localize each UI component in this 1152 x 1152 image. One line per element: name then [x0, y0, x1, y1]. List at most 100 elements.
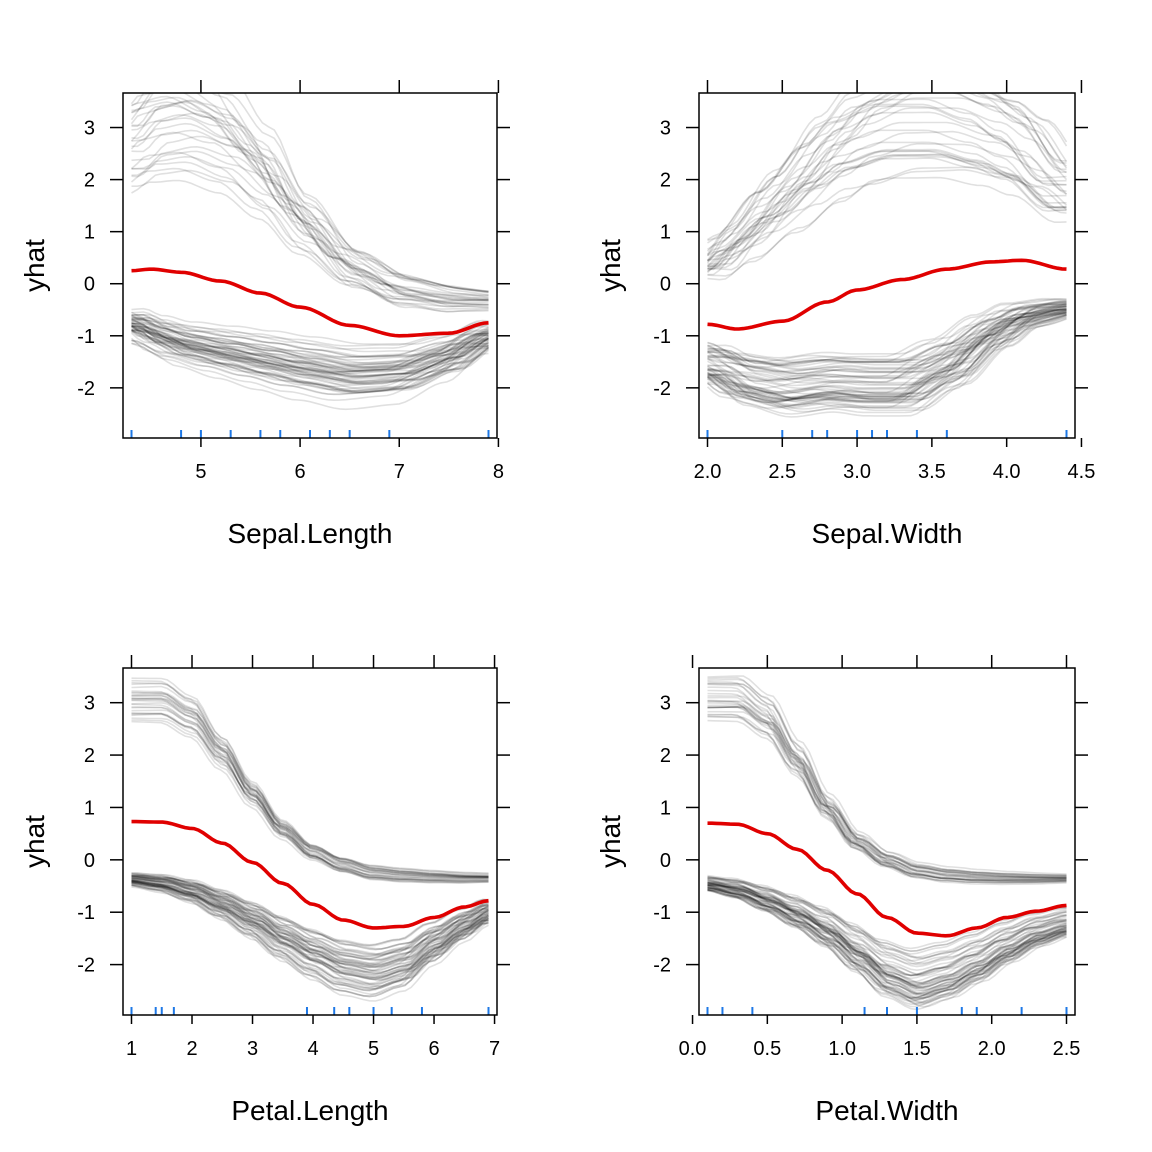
ice-curve: [131, 873, 489, 951]
ice-curve: [707, 881, 1067, 976]
ice-curve: [131, 883, 489, 990]
ice-curve: [707, 885, 1067, 988]
ice-curve: [707, 305, 1067, 375]
ice-curve: [707, 699, 1067, 884]
ice-curve: [131, 101, 489, 300]
ice-curve: [707, 310, 1067, 402]
ice-curve: [707, 882, 1067, 976]
ice-curve: [217, 93, 489, 306]
ice-curve: [707, 887, 1067, 992]
ice-curve: [131, 320, 489, 372]
ice-curve: [131, 321, 489, 377]
ice-curve: [707, 309, 1067, 387]
ice-curve: [707, 303, 1067, 389]
panel-border: [122, 667, 498, 1016]
y-tick-label: -2: [653, 378, 671, 400]
ice-curve: [707, 682, 1067, 881]
x-axis-title: Petal.Width: [815, 1095, 958, 1126]
ice-curve: [243, 93, 489, 309]
ice-curve: [707, 706, 1067, 881]
ice-curve: [707, 315, 1067, 402]
ice-curve: [707, 315, 1067, 415]
ice-curve: [707, 308, 1067, 383]
ice-curve: [131, 324, 489, 366]
ice-curve: [131, 319, 489, 373]
ice-curve: [131, 875, 489, 962]
ice-curve: [131, 706, 489, 881]
ice-curve: [131, 324, 489, 383]
ice-curve: [707, 887, 1067, 1000]
ice-curve: [131, 93, 489, 307]
ice-curve: [131, 681, 489, 884]
ice-curve: [131, 100, 489, 296]
ice-curve: [707, 301, 1067, 365]
x-tick-label: 5: [195, 461, 206, 483]
ice-curve: [131, 311, 489, 347]
ice-curve: [131, 880, 489, 969]
ice-curve: [707, 308, 1067, 401]
ice-curve: [707, 93, 1068, 271]
ice-curve: [707, 303, 1067, 375]
ice-curve: [707, 883, 1067, 995]
ice-curve: [131, 328, 489, 380]
ice-curve: [131, 317, 489, 366]
ice-curve: [707, 305, 1067, 381]
x-tick-label: 3: [247, 1038, 258, 1060]
ice-curve: [131, 878, 489, 985]
y-tick-label: 0: [660, 850, 671, 872]
ice-curve: [131, 329, 489, 393]
x-axis-title: Petal.Length: [231, 1095, 388, 1126]
ice-curve: [131, 316, 489, 364]
ice-curve: [707, 302, 1067, 383]
x-tick-label: 2: [186, 1038, 197, 1060]
ice-curve: [131, 709, 489, 877]
ice-curve: [707, 715, 1067, 882]
ice-curve: [707, 700, 1067, 878]
ice-curve: [706, 311, 1067, 403]
y-tick-label: -2: [77, 378, 95, 400]
ice-curve: [707, 311, 1067, 407]
ice-curve: [131, 872, 489, 946]
ice-curve: [131, 881, 489, 988]
ice-curve: [707, 886, 1067, 1001]
ice-curve: [707, 884, 1067, 984]
ice-curve: [707, 303, 1067, 382]
ice-curve: [706, 93, 1067, 264]
ice-curve: [707, 310, 1067, 408]
ice-curve: [131, 318, 489, 369]
ice-curve: [707, 706, 1067, 877]
ice-curve: [706, 148, 1067, 262]
ice-curve: [707, 318, 1067, 413]
ice-curve: [131, 878, 489, 960]
ice-curve: [131, 325, 489, 373]
ice-curve: [131, 697, 489, 879]
ice-curve: [707, 883, 1067, 989]
ice-curve: [707, 878, 1067, 962]
ice-curve: [131, 879, 489, 967]
plot-area: [130, 93, 490, 438]
ice-curve: [130, 113, 489, 293]
panel-petal-length: 1 2 3 4 5 6 7 3 2 1 0 -1 -2 Petal.Length yhat: [19, 655, 510, 1126]
ice-curve: [707, 886, 1067, 999]
ice-curve: [131, 719, 489, 880]
plot-area: [130, 677, 490, 1015]
y-tick-label: 0: [84, 850, 95, 872]
ice-curve: [707, 298, 1067, 369]
x-tick-label: 6: [428, 1038, 439, 1060]
ice-curve: [131, 882, 489, 981]
plot-area: [706, 93, 1068, 438]
ice-curve: [131, 322, 489, 377]
ice-curve: [131, 150, 489, 301]
ice-curve: [131, 880, 489, 980]
ice-curve: [707, 704, 1067, 878]
ice-curve: [707, 130, 1067, 276]
ice-curve: [707, 311, 1067, 400]
ice-curve: [131, 882, 489, 989]
ice-curve: [131, 875, 489, 956]
ice-curve: [707, 888, 1067, 1000]
ice-curve: [131, 314, 489, 350]
x-axis-title: Sepal.Width: [812, 518, 963, 549]
ice-curve: [131, 325, 490, 385]
ice-curve: [707, 882, 1067, 977]
